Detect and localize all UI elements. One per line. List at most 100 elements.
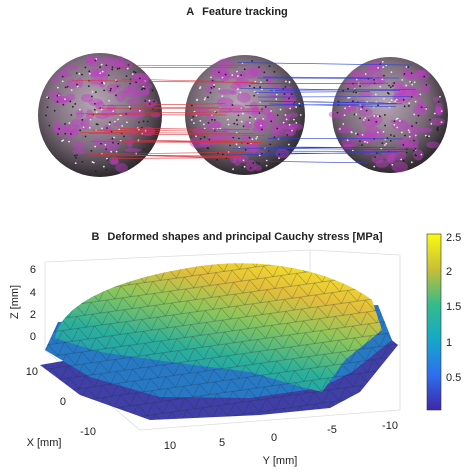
feature-blob (346, 107, 357, 112)
feature-blob (404, 136, 419, 148)
feature-point (394, 100, 397, 103)
feature-point (216, 158, 218, 161)
feature-point (71, 105, 74, 108)
feature-point (428, 135, 430, 138)
feature-points (45, 54, 445, 173)
feature-point (64, 132, 67, 135)
feature-point (251, 138, 254, 141)
feature-point (382, 66, 385, 69)
feature-blob (375, 160, 389, 168)
feature-point (144, 100, 147, 102)
feature-point (354, 132, 357, 135)
feature-blob (364, 125, 380, 138)
feature-point (138, 121, 140, 124)
feature-point (100, 142, 102, 145)
x-tick-label: 0 (60, 396, 66, 408)
feature-point (433, 112, 436, 115)
feature-blob (99, 72, 108, 83)
feature-point (99, 72, 102, 75)
feature-point (393, 135, 396, 138)
feature-point (238, 137, 240, 140)
feature-blob (269, 124, 282, 133)
feature-point (78, 108, 81, 111)
feature-point (414, 148, 417, 150)
feature-point (424, 134, 427, 137)
feature-point (292, 118, 295, 121)
feature-blob (65, 64, 78, 70)
feature-point (101, 82, 103, 84)
z-tick-label: 6 (30, 264, 36, 276)
feature-blob (111, 57, 119, 69)
feature-point (251, 60, 254, 62)
feature-point (239, 91, 242, 94)
feature-point (114, 120, 116, 123)
feature-blob (328, 110, 346, 119)
feature-blob (434, 105, 442, 116)
feature-point (207, 96, 209, 99)
feature-point (226, 118, 229, 121)
feature-point (336, 111, 339, 114)
feature-point (407, 66, 410, 68)
feature-point (393, 120, 396, 123)
feature-point (254, 117, 257, 120)
feature-point (393, 82, 396, 84)
feature-blob (281, 98, 297, 109)
feature-blob (236, 92, 252, 103)
feature-point (64, 86, 67, 89)
feature-point (113, 136, 115, 139)
feature-point (118, 67, 121, 70)
feature-point (213, 83, 216, 86)
feature-blob (337, 125, 353, 134)
axis-frame (44, 249, 401, 431)
feature-point (56, 86, 59, 89)
feature-blob (420, 82, 431, 93)
feature-point (352, 82, 354, 85)
feature-blob (208, 131, 224, 143)
feature-blob (389, 119, 407, 124)
feature-point (408, 135, 411, 138)
feature-point (384, 124, 387, 127)
feature-point (298, 102, 301, 105)
x-axis-label: X [mm] (27, 437, 62, 449)
feature-blob (124, 88, 141, 98)
feature-point (285, 80, 287, 83)
feature-blob (222, 127, 229, 134)
z-tick-label: 0 (30, 331, 36, 343)
feature-point (419, 93, 422, 96)
feature-point (440, 121, 443, 124)
feature-blob (115, 90, 126, 102)
feature-point (390, 99, 393, 102)
feature-point (366, 141, 369, 144)
feature-point (148, 103, 151, 105)
feature-blob (245, 159, 257, 172)
feature-point (240, 120, 243, 123)
tracking-line (102, 103, 226, 107)
feature-point (193, 122, 195, 125)
feature-point (153, 100, 155, 103)
feature-point (405, 151, 408, 154)
colorbar-tick-label: 0.5 (446, 372, 461, 384)
feature-point (396, 126, 399, 129)
feature-blob (342, 143, 353, 150)
feature-point (95, 111, 98, 114)
feature-point (135, 81, 138, 84)
feature-blob (232, 70, 247, 81)
feature-point (264, 106, 267, 108)
feature-point (82, 126, 85, 129)
tracking-line (254, 91, 371, 93)
feature-point (99, 66, 101, 69)
feature-point (131, 73, 134, 76)
feature-blob (436, 107, 443, 116)
feature-point (279, 108, 282, 111)
feature-point (263, 71, 266, 74)
feature-blob (70, 118, 85, 127)
feature-blob (390, 148, 407, 161)
feature-point (373, 78, 375, 81)
feature-point (413, 139, 415, 142)
feature-point (236, 88, 239, 91)
feature-point (374, 93, 377, 96)
feature-point (373, 114, 376, 117)
feature-blob (55, 72, 73, 78)
feature-point (255, 137, 258, 140)
tracking-line (249, 82, 389, 85)
